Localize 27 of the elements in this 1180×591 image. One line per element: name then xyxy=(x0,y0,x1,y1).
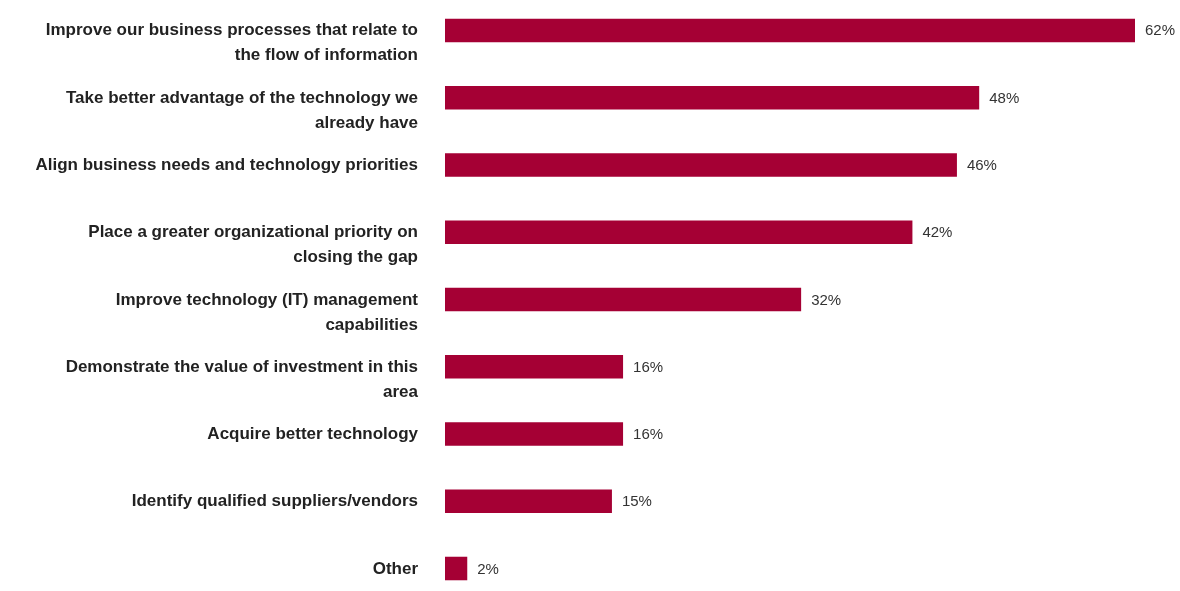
data-label: 48% xyxy=(989,88,1020,106)
data-label: 2% xyxy=(477,559,499,577)
data-label: 32% xyxy=(811,290,842,308)
bar xyxy=(445,287,802,312)
y-tick-label: Acquire better technology xyxy=(207,424,419,443)
bar xyxy=(445,422,624,446)
y-tick-label: Improve our business processes that relate to the flow of information xyxy=(45,20,418,65)
bar xyxy=(445,489,612,514)
data-label: 16% xyxy=(633,357,664,375)
data-label: 42% xyxy=(922,223,953,241)
y-tick-label: Place a greater organizational priority on closing the gap xyxy=(88,222,418,267)
bar xyxy=(445,153,957,177)
data-label: 15% xyxy=(621,492,652,510)
y-tick-label: Take better advantage of the technology we already have xyxy=(65,87,418,132)
data-label: 62% xyxy=(1145,21,1176,39)
bar xyxy=(445,354,624,379)
y-tick-label: Improve technology (IT) management capabilities xyxy=(115,289,419,334)
data-label: 46% xyxy=(966,156,997,173)
bar xyxy=(445,220,913,245)
y-tick-label: Identify qualified suppliers/vendors xyxy=(131,491,418,511)
y-tick-label: Align business needs and technology priorities xyxy=(35,155,418,174)
y-tick-label: Other xyxy=(372,558,419,578)
bar xyxy=(445,85,980,110)
data-label: 16% xyxy=(633,425,664,442)
bar xyxy=(445,556,468,581)
bar xyxy=(445,18,1135,43)
y-tick-label: Demonstrate the value of investment in this area xyxy=(65,356,419,401)
